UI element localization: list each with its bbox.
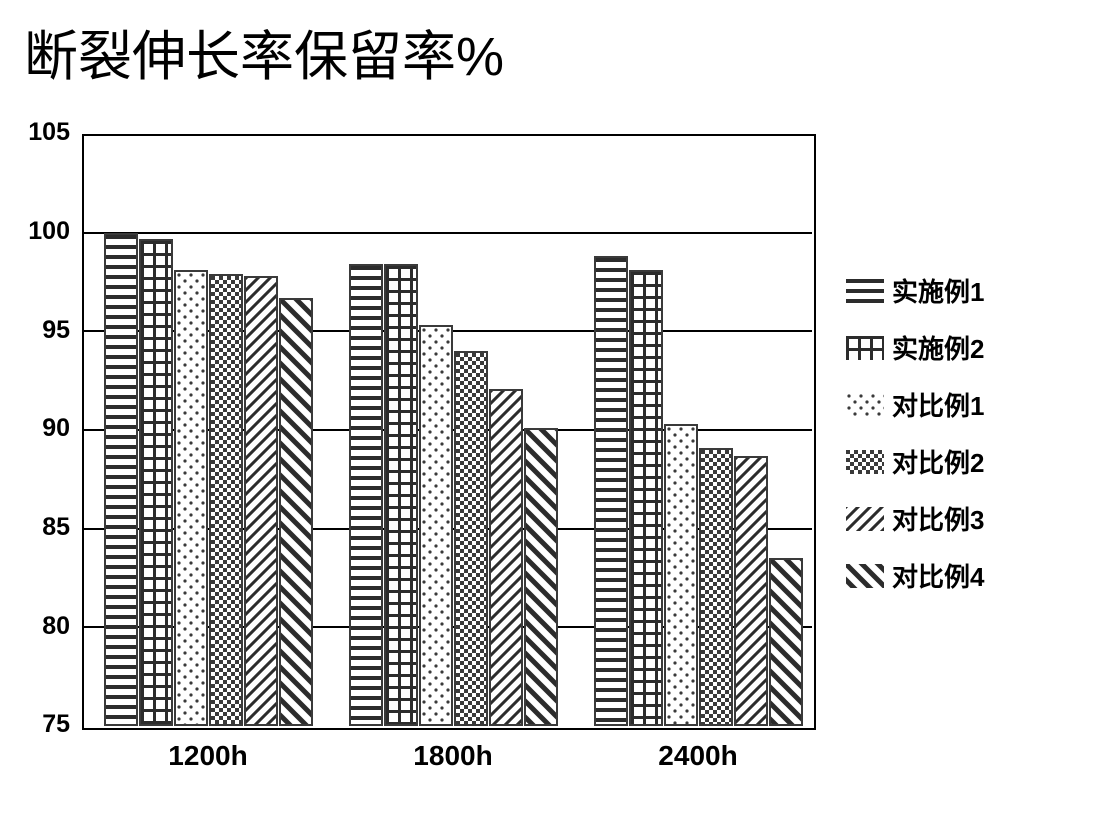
bar bbox=[699, 448, 733, 726]
legend-item: 实施例1 bbox=[846, 272, 984, 309]
bar bbox=[384, 264, 418, 726]
x-tick-label: 1800h bbox=[329, 740, 578, 772]
bar bbox=[139, 239, 173, 726]
bar bbox=[244, 276, 278, 726]
bar bbox=[454, 351, 488, 726]
bar bbox=[664, 424, 698, 726]
y-tick-label: 75 bbox=[0, 710, 70, 739]
bar bbox=[419, 325, 453, 726]
legend-item: 对比例1 bbox=[846, 386, 984, 423]
legend-item: 对比例3 bbox=[846, 500, 984, 537]
bar bbox=[174, 270, 208, 726]
legend-swatch bbox=[846, 564, 884, 588]
x-tick-label: 2400h bbox=[574, 740, 823, 772]
legend-label: 对比例4 bbox=[892, 557, 984, 594]
bar bbox=[209, 274, 243, 726]
bar bbox=[524, 428, 558, 726]
y-tick-label: 80 bbox=[0, 612, 70, 641]
legend-label: 对比例1 bbox=[892, 386, 984, 423]
legend-item: 对比例4 bbox=[846, 557, 984, 594]
legend-label: 对比例3 bbox=[892, 500, 984, 537]
bar bbox=[769, 558, 803, 726]
legend: 实施例1 实施例2 对比例1 对比例2 对比例3 对比例4 bbox=[846, 272, 984, 614]
legend-swatch bbox=[846, 336, 884, 360]
y-tick-label: 85 bbox=[0, 513, 70, 542]
y-tick-label: 95 bbox=[0, 316, 70, 345]
chart-title: 断裂伸长率保留率% bbox=[24, 12, 504, 91]
bar bbox=[734, 456, 768, 726]
legend-label: 实施例1 bbox=[892, 272, 984, 309]
gridline bbox=[82, 232, 812, 234]
bar bbox=[279, 298, 313, 726]
legend-swatch bbox=[846, 507, 884, 531]
y-tick-label: 100 bbox=[0, 217, 70, 246]
bar bbox=[349, 264, 383, 726]
y-tick-label: 90 bbox=[0, 414, 70, 443]
legend-swatch bbox=[846, 393, 884, 417]
bar bbox=[489, 389, 523, 726]
legend-item: 实施例2 bbox=[846, 329, 984, 366]
legend-label: 实施例2 bbox=[892, 329, 984, 366]
bar bbox=[594, 256, 628, 726]
legend-label: 对比例2 bbox=[892, 443, 984, 480]
legend-swatch bbox=[846, 279, 884, 303]
legend-item: 对比例2 bbox=[846, 443, 984, 480]
y-tick-label: 105 bbox=[0, 118, 70, 147]
bar bbox=[104, 233, 138, 726]
x-tick-label: 1200h bbox=[84, 740, 333, 772]
legend-swatch bbox=[846, 450, 884, 474]
bar bbox=[629, 270, 663, 726]
